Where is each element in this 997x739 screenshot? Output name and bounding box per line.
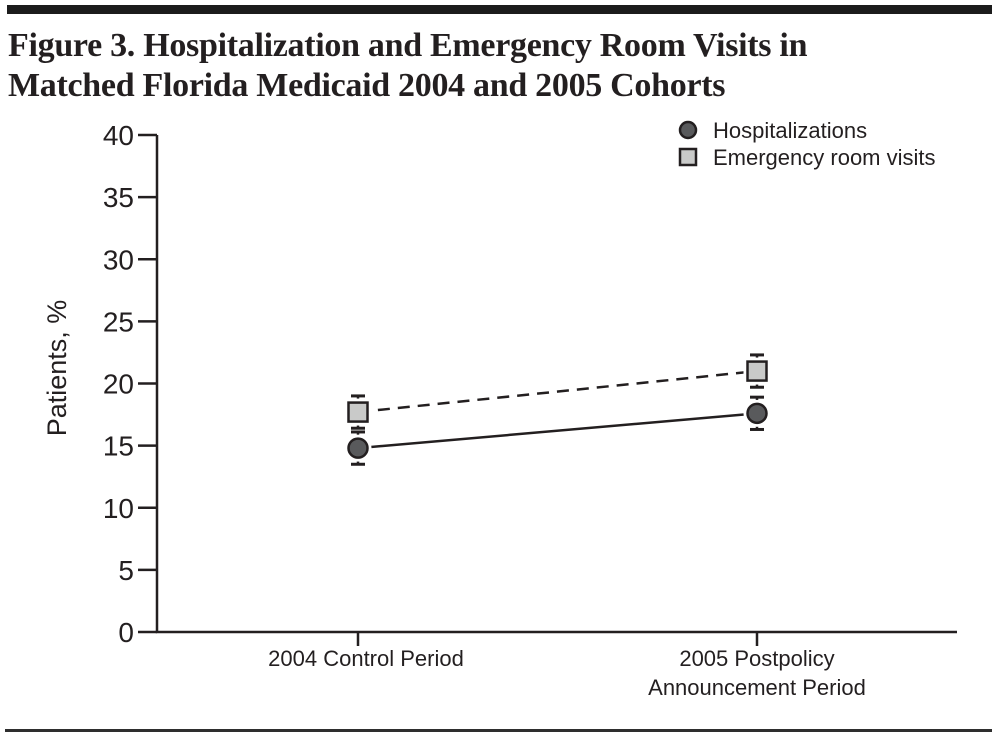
legend-label: Emergency room visits: [713, 145, 936, 170]
x-tick-label: 2005 Postpolicy: [679, 646, 834, 671]
legend-label: Hospitalizations: [713, 118, 867, 143]
y-tick-label: 10: [103, 493, 134, 524]
y-tick-label: 40: [103, 120, 134, 151]
x-tick-label: 2004 Control Period: [268, 646, 464, 671]
marker-square: [746, 360, 768, 382]
y-tick-label: 20: [103, 369, 134, 400]
bottom-rule: [5, 729, 992, 732]
y-tick-label: 15: [103, 431, 134, 462]
top-rule-bar: [7, 5, 992, 14]
marker-circle: [746, 402, 768, 425]
y-tick-label: 35: [103, 182, 134, 213]
y-tick-label: 30: [103, 244, 134, 275]
series-line-emergency-room-visits: [357, 369, 758, 414]
marker-circle: [347, 437, 369, 459]
figure-title-line1: Figure 3. Hospitalization and Emergency …: [8, 27, 808, 64]
y-tick-label: 25: [103, 306, 134, 337]
series-line-hospitalizations: [357, 412, 758, 450]
x-tick-label: Announcement Period: [648, 675, 866, 700]
legend-marker-circle: [678, 120, 698, 140]
legend-marker-square: [678, 147, 698, 167]
marker-square: [347, 401, 369, 423]
y-axis-title: Patients, %: [42, 300, 72, 437]
y-tick-label: 0: [118, 617, 134, 648]
y-tick-label: 5: [118, 555, 134, 586]
figure-title-line2: Matched Florida Medicaid 2004 and 2005 C…: [8, 67, 726, 104]
figure-title: Figure 3. Hospitalization and Emergency …: [8, 26, 988, 106]
